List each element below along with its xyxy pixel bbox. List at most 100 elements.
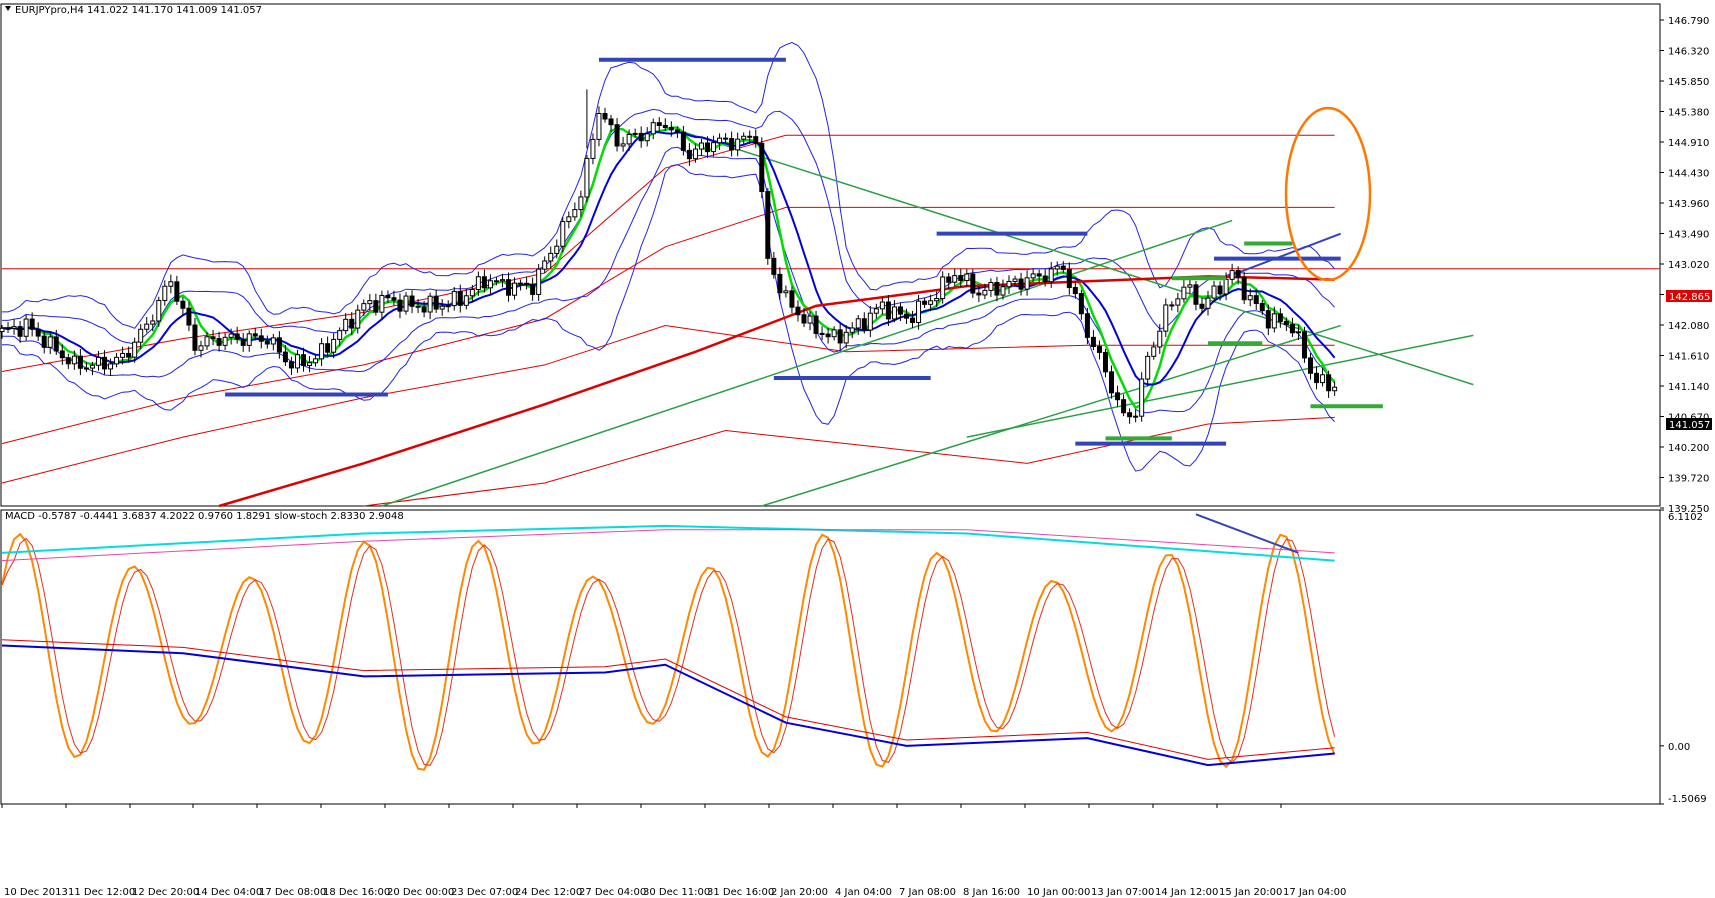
candle-body (0, 327, 5, 333)
candle-body (1241, 276, 1247, 301)
candle-body (1320, 374, 1326, 384)
candle-body (867, 312, 873, 331)
candle-body (1247, 295, 1253, 301)
candle-body (608, 118, 614, 126)
candle-body (53, 336, 59, 352)
candle-body (861, 318, 867, 331)
candle-body (686, 149, 692, 160)
candle-body (1308, 357, 1314, 374)
candle-body (524, 282, 530, 286)
candle-body (1006, 280, 1012, 288)
candle-body (17, 326, 23, 337)
candle-body (1163, 304, 1169, 332)
candle-body (156, 299, 162, 322)
candle-body (554, 245, 560, 254)
candle-body (210, 336, 216, 340)
candle-body (512, 282, 518, 296)
candle-body (282, 351, 288, 363)
price-tick-label: 143.960 (1668, 199, 1709, 210)
candle-body (1211, 285, 1217, 299)
price-tick-label: 143.020 (1668, 260, 1709, 271)
candle-body (144, 323, 150, 330)
candle-body (765, 191, 771, 259)
candle-body (65, 357, 71, 365)
candle-body (288, 361, 294, 369)
zone-markers (225, 57, 1383, 446)
candle-body (367, 300, 373, 305)
envelope-line (1, 206, 1335, 445)
price-tick-label: 142.080 (1668, 321, 1709, 332)
candle-body (457, 290, 463, 306)
candle-body (307, 362, 313, 366)
candle-body (626, 133, 632, 145)
candle-body (518, 282, 524, 285)
candle-body (403, 295, 409, 312)
price-panel[interactable] (0, 41, 1660, 508)
candle-body (958, 275, 964, 281)
bollinger-bands (1, 41, 1335, 472)
candle-body (879, 301, 885, 310)
price-tick-label: 146.790 (1668, 16, 1709, 27)
candle-body (222, 336, 228, 346)
indicator-panel[interactable] (1, 513, 1336, 771)
candle-body (717, 137, 723, 144)
price-panel-border (0, 3, 1661, 507)
candle-body (331, 338, 337, 353)
candle-body (922, 300, 928, 305)
price-tick-label: 140.200 (1668, 443, 1709, 454)
indicator-panel-border (0, 509, 1661, 805)
candle-body (759, 142, 765, 193)
candle-body (421, 306, 427, 313)
candle-body (741, 135, 747, 140)
candles (0, 89, 1338, 424)
candle-body (735, 138, 741, 151)
candle-body (674, 129, 680, 133)
candle-body (1042, 275, 1048, 283)
candle-body (1030, 273, 1036, 279)
candle-body (1314, 372, 1320, 384)
time-tick-label: 31 Dec 16:00 (707, 887, 774, 898)
candle-body (1253, 295, 1259, 304)
candle-body (976, 292, 982, 296)
candle-body (1199, 303, 1205, 309)
candle-body (83, 367, 89, 370)
candle-body (294, 354, 300, 369)
candle-body (463, 295, 469, 306)
candle-body (1060, 265, 1066, 270)
candle-body (1326, 374, 1332, 392)
candle-body (692, 148, 698, 160)
stoch-main-line (1, 532, 1336, 771)
candle-body (1072, 287, 1078, 295)
candle-body (373, 300, 379, 313)
candle-body (777, 273, 783, 294)
candle-body (379, 294, 385, 313)
candle-body (319, 343, 325, 360)
candle-body (644, 133, 650, 142)
candle-body (946, 276, 952, 283)
candle-body (813, 315, 819, 334)
divergence-line (1195, 513, 1299, 554)
time-tick-label: 17 Dec 08:00 (259, 887, 326, 898)
candle-body (499, 279, 505, 282)
candle-body (120, 352, 126, 358)
long-cyan-line (1, 524, 1335, 562)
candle-body (964, 273, 970, 281)
candle-body (668, 126, 674, 131)
annotation-ellipse (1284, 106, 1372, 282)
candle-body (729, 138, 735, 151)
candle-body (572, 209, 578, 218)
candle-body (753, 136, 759, 144)
candle-body (994, 281, 1000, 296)
time-tick-label: 14 Dec 04:00 (195, 887, 262, 898)
candle-body (192, 324, 198, 351)
candle-body (723, 137, 729, 140)
candle-body (530, 284, 536, 295)
time-tick-label: 12 Dec 20:00 (132, 887, 199, 898)
candle-body (614, 124, 620, 147)
candle-body (584, 157, 590, 198)
candle-body (1145, 355, 1151, 380)
candle-body (843, 331, 849, 344)
menu-triangle-icon[interactable] (5, 6, 11, 11)
price-boxes: 142.865 141.057 (1666, 290, 1712, 431)
